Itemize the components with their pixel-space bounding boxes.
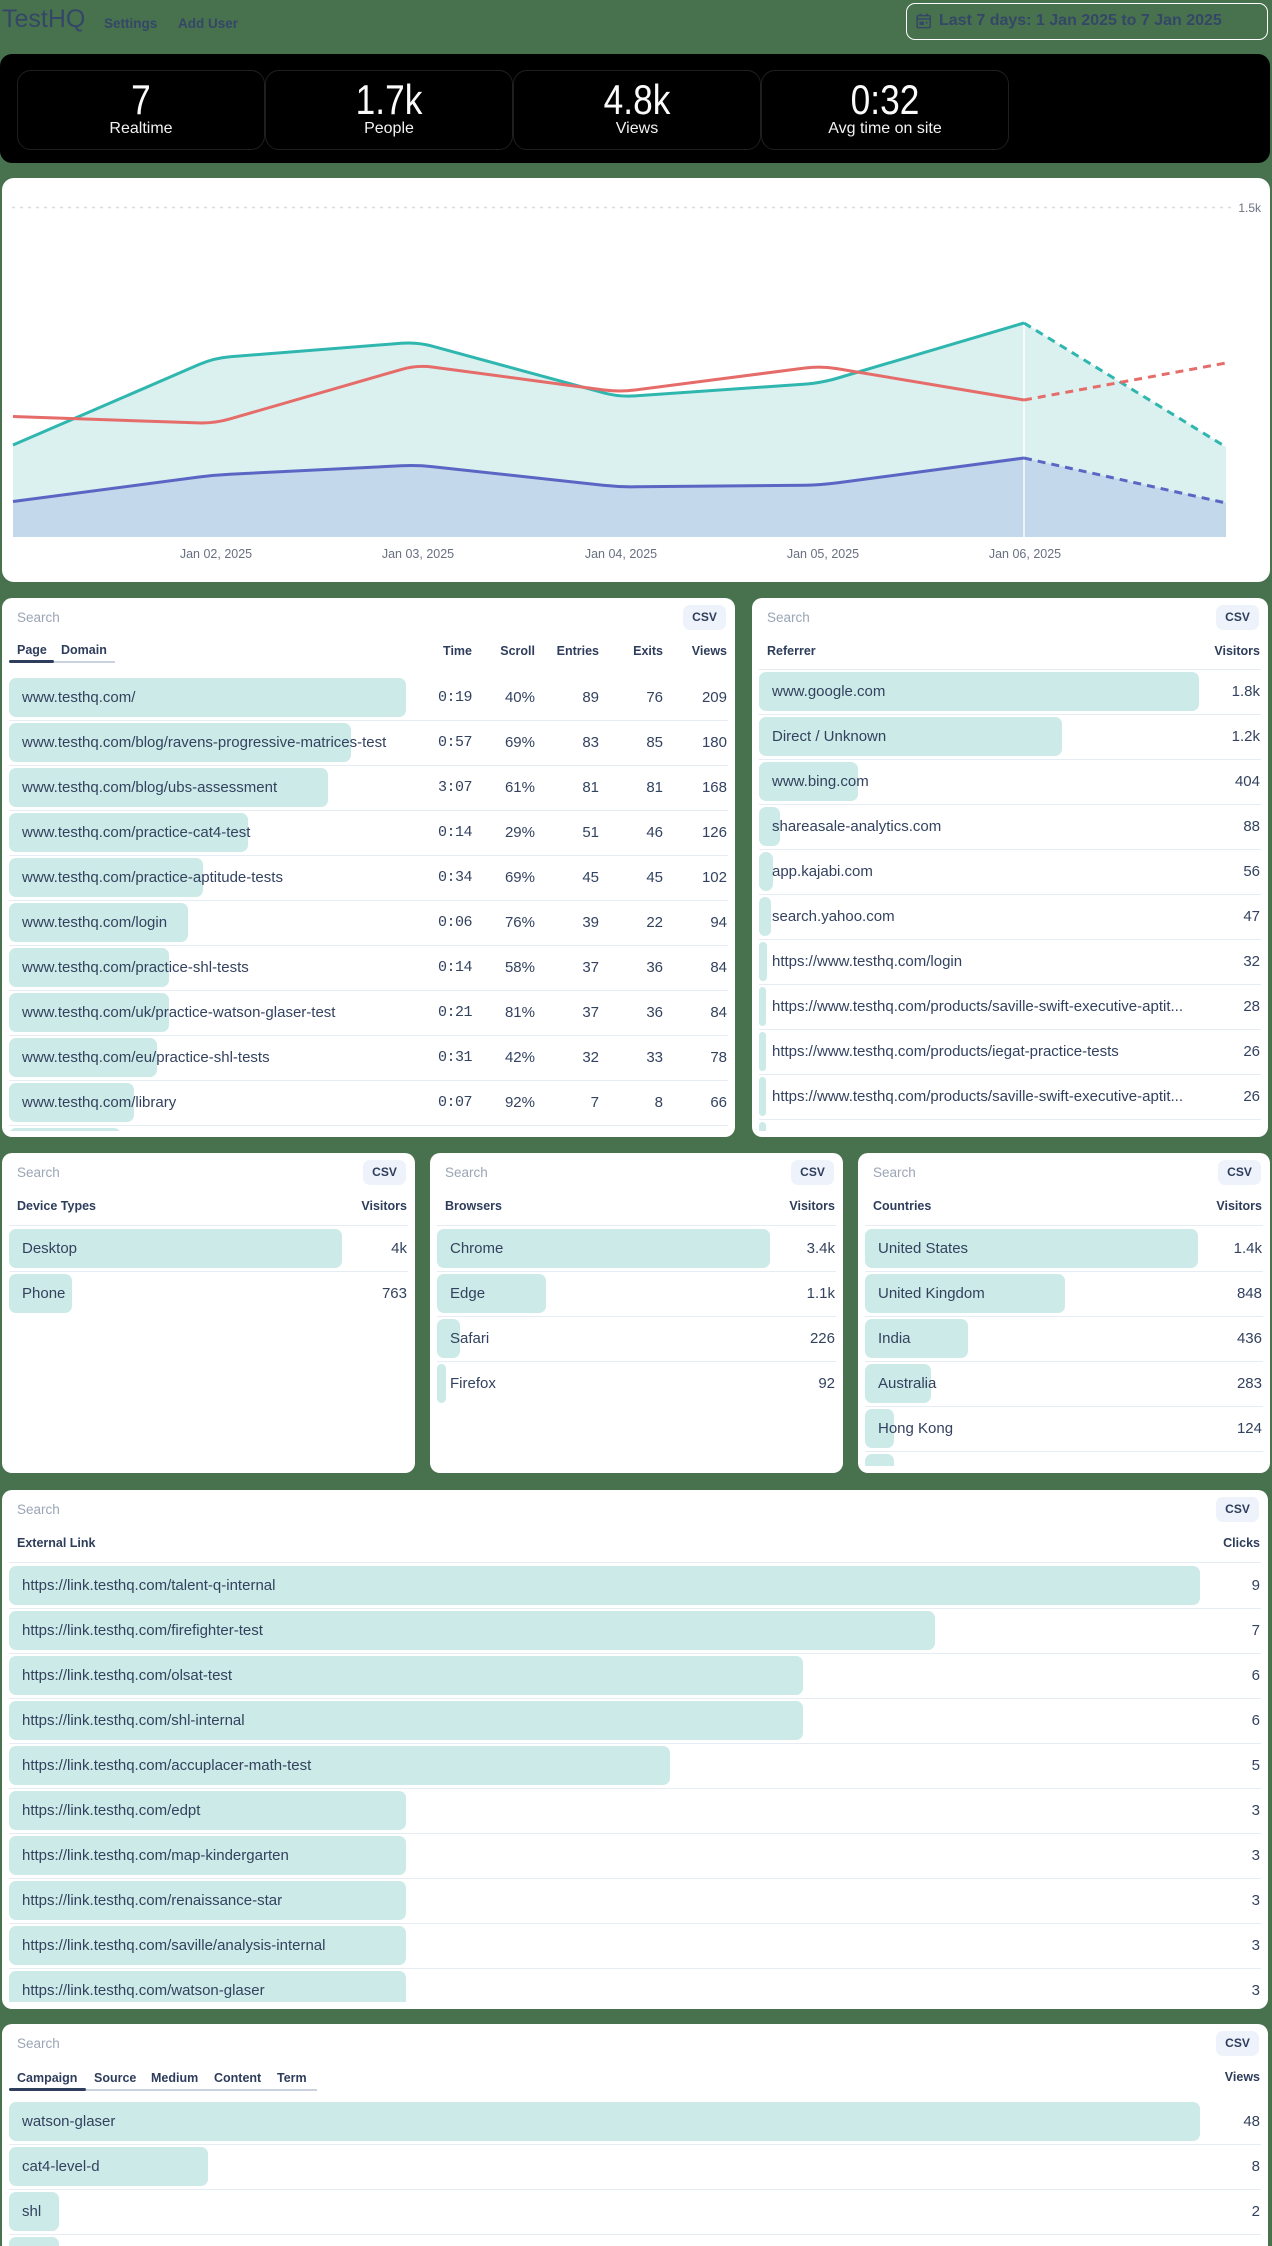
svg-text:Jan 02, 2025: Jan 02, 2025 — [180, 547, 252, 561]
svg-text:1.5k: 1.5k — [1238, 201, 1262, 215]
svg-text:Jan 03, 2025: Jan 03, 2025 — [382, 547, 454, 561]
svg-text:Jan 04, 2025: Jan 04, 2025 — [585, 547, 657, 561]
svg-text:Jan 05, 2025: Jan 05, 2025 — [787, 547, 859, 561]
svg-text:Jan 06, 2025: Jan 06, 2025 — [989, 547, 1061, 561]
